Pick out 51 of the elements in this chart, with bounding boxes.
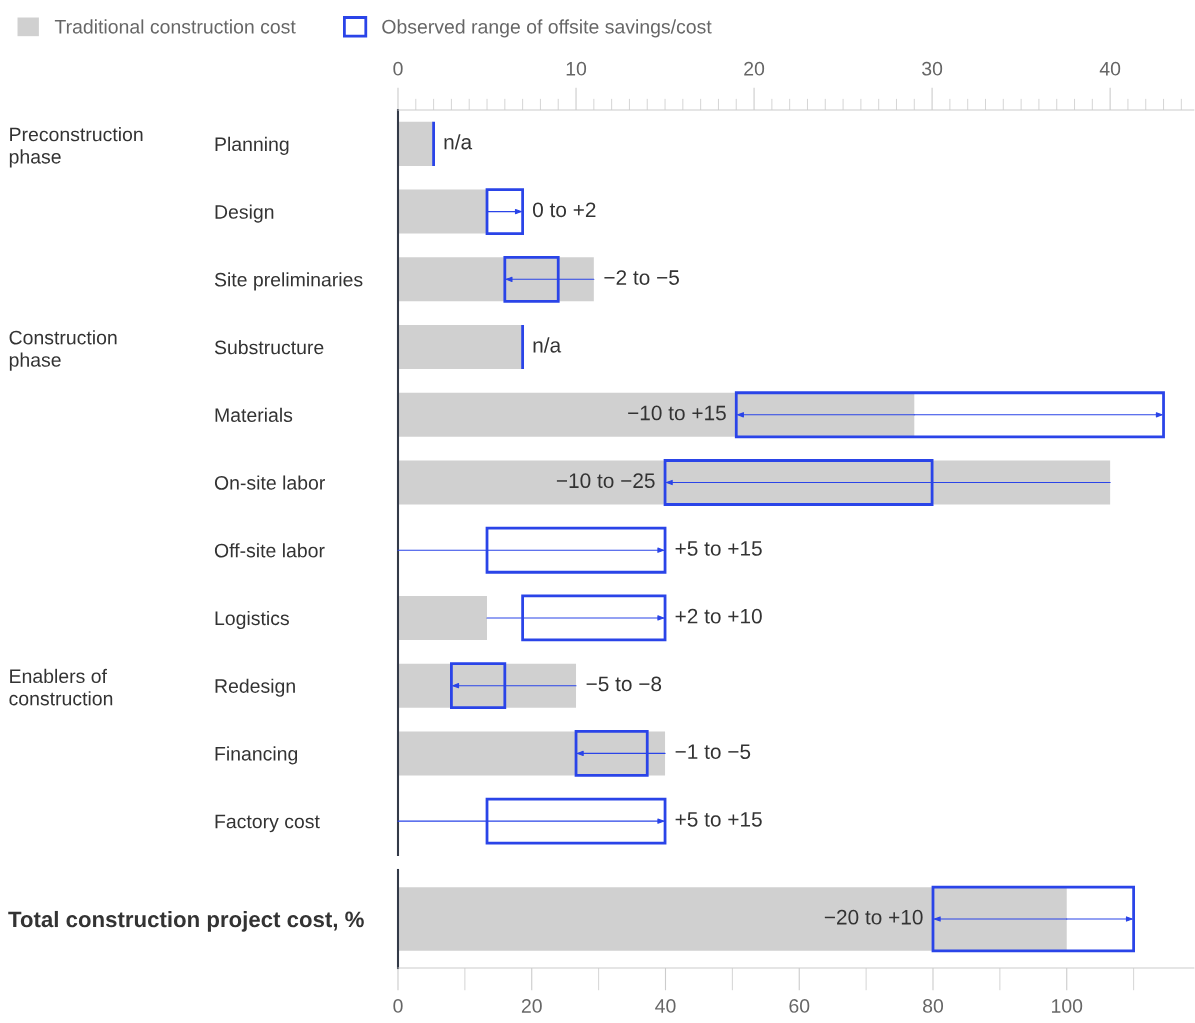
y-tick-label: Design (215, 204, 274, 223)
annotation: −5 to −8 (586, 676, 662, 692)
annotation: −10 to −25 (556, 473, 655, 489)
text: Enablers of construction (9, 668, 113, 706)
annotation: −10 to +15 (628, 405, 726, 421)
x-tick-label: 0 (393, 61, 403, 76)
x-tick-label: 20 (521, 999, 542, 1013)
x-tick-label: 0 (393, 999, 403, 1013)
y-tick-label: Substructure (214, 340, 324, 355)
annotation: −1 to −5 (675, 744, 751, 759)
bar (398, 663, 577, 708)
y-tick-label: Materials (215, 407, 293, 423)
y-tick-label: Financing (215, 746, 298, 765)
y-tick-label: On-site labor (214, 475, 325, 490)
x-tick-label: 40 (655, 999, 676, 1013)
y-tick-label: Total construction project cost, % (8, 910, 364, 932)
annotation: 0 to +2 (532, 202, 596, 218)
bar (398, 595, 488, 640)
bar (398, 257, 594, 302)
annotation: −20 to +10 (824, 909, 923, 925)
y-tick-label: Logistics (215, 610, 289, 630)
legend-label: Observed range of offsite savings/cost (382, 19, 712, 38)
x-tick-label: 30 (922, 61, 943, 76)
x-tick-label: 100 (1052, 999, 1083, 1013)
annotation: n/a (444, 134, 473, 150)
text: Preconstruction phase (9, 127, 143, 168)
legend-label: Traditional construction cost (54, 19, 296, 34)
bar (398, 460, 1111, 505)
y-tick-label: Site preliminaries (214, 272, 363, 291)
x-tick-label: 10 (566, 61, 587, 76)
bar (485, 188, 525, 235)
bar (398, 189, 488, 234)
bar (398, 392, 915, 437)
annotation: −2 to −5 (604, 270, 679, 285)
x-tick-label: 40 (1099, 61, 1121, 76)
text: Construction phase (9, 330, 117, 371)
annotation: n/a (533, 337, 562, 353)
bar (734, 391, 1165, 439)
bar (398, 325, 523, 370)
annotation: +5 to +15 (675, 541, 762, 556)
y-tick-label: Off-site labor (214, 543, 325, 558)
bar (398, 121, 434, 166)
annotation: +2 to +10 (675, 608, 762, 624)
y-tick-label: Planning (215, 136, 289, 155)
x-tick-label: 80 (923, 999, 944, 1013)
y-tick-label: Factory cost (215, 814, 320, 833)
annotation: +5 to +15 (675, 812, 762, 827)
x-tick-label: 20 (744, 61, 765, 76)
x-tick-label: 60 (789, 999, 810, 1013)
y-tick-label: Redesign (215, 678, 295, 697)
bar (398, 731, 666, 776)
